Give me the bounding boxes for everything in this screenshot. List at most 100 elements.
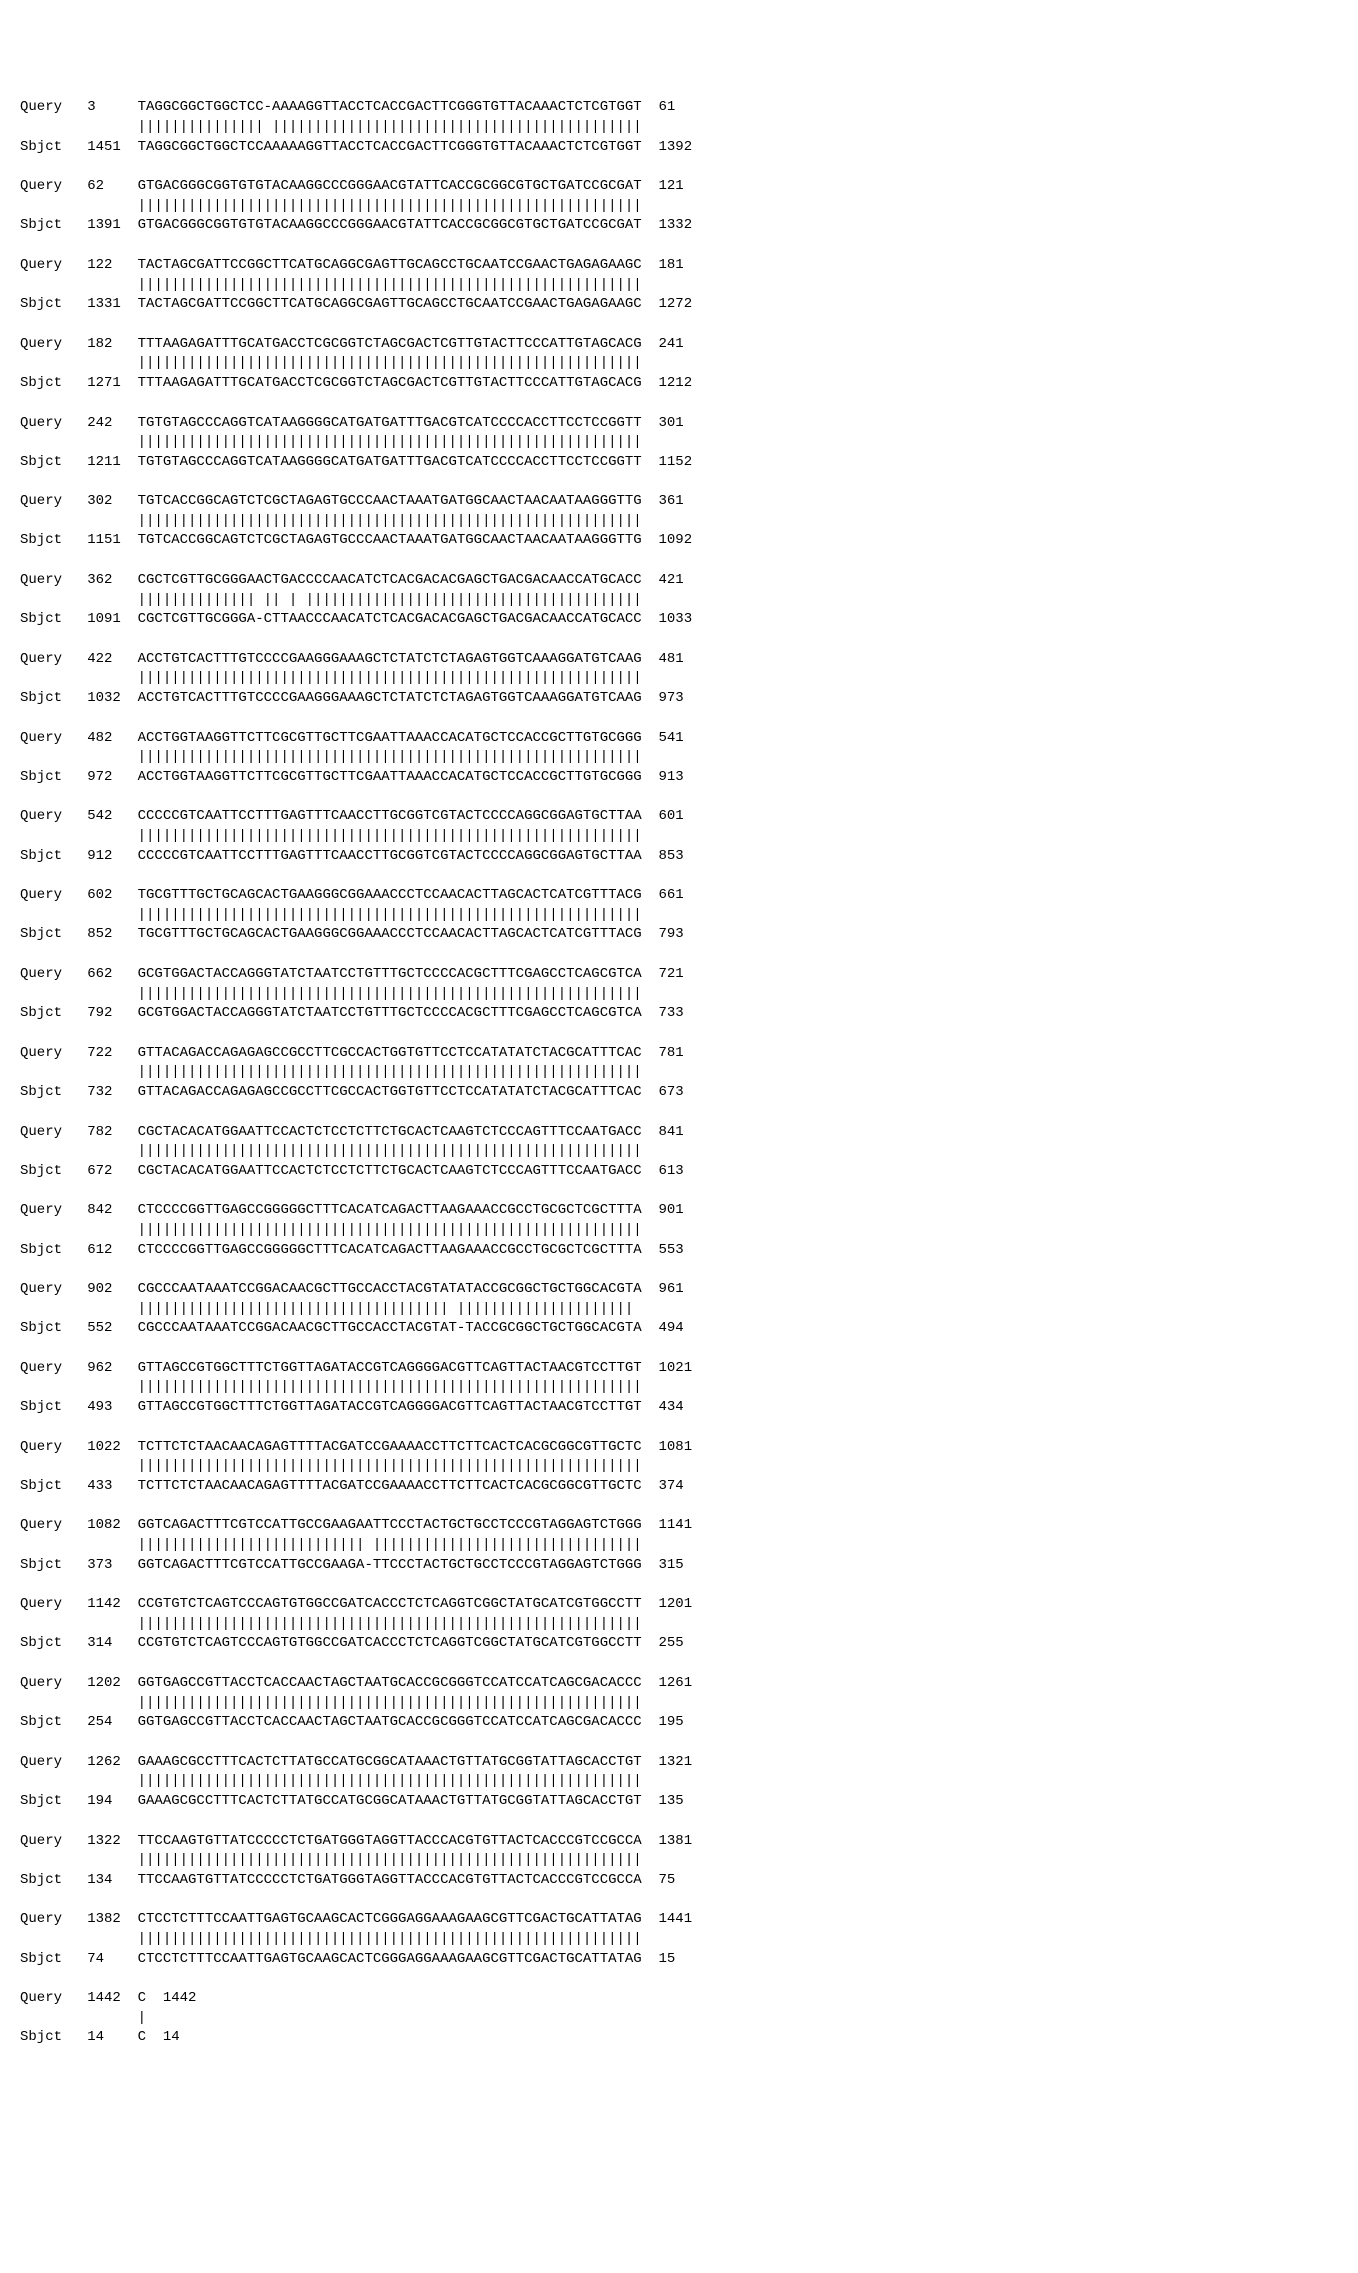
sbjct-row: Sbjct 314 CCGTGTCTCAGTCCCAGTGTGGCCGATCAC… [20,1634,1338,1654]
query-row: Query 302 TGTCACCGGCAGTCTCGCTAGAGTGCCCAA… [20,492,1338,512]
query-row: Query 662 GCGTGGACTACCAGGGTATCTAATCCTGTT… [20,965,1338,985]
sbjct-row: Sbjct 1271 TTTAAGAGATTTGCATGACCTCGCGGTCT… [20,374,1338,394]
sbjct-row: Sbjct 912 CCCCCGTCAATTCCTTTGAGTTTCAACCTT… [20,847,1338,867]
query-row: Query 542 CCCCCGTCAATTCCTTTGAGTTTCAACCTT… [20,807,1338,827]
match-row: ||||||||||||||||||||||||||||||||||||||||… [20,1930,1338,1950]
match-row: ||||||||||||||||||||||||||||||||||||||||… [20,276,1338,296]
match-row: ||||||||||||||||||||||||||||||||||||||||… [20,1694,1338,1714]
sbjct-row: Sbjct 14 C 14 [20,2028,1338,2048]
sbjct-row: Sbjct 852 TGCGTTTGCTGCAGCACTGAAGGGCGGAAA… [20,925,1338,945]
query-row: Query 722 GTTACAGACCAGAGAGCCGCCTTCGCCACT… [20,1044,1338,1064]
match-row: ||||||||||||||||||||||||||||||||||||||||… [20,1142,1338,1162]
sbjct-row: Sbjct 1391 GTGACGGGCGGTGTGTACAAGGCCCGGGA… [20,216,1338,236]
alignment-block: Query 1322 TTCCAAGTGTTATCCCCCTCTGATGGGTA… [20,1832,1338,1891]
sbjct-row: Sbjct 972 ACCTGGTAAGGTTCTTCGCGTTGCTTCGAA… [20,768,1338,788]
alignment-block: Query 1262 GAAAGCGCCTTTCACTCTTATGCCATGCG… [20,1753,1338,1812]
alignment-block: Query 662 GCGTGGACTACCAGGGTATCTAATCCTGTT… [20,965,1338,1024]
query-row: Query 482 ACCTGGTAAGGTTCTTCGCGTTGCTTCGAA… [20,729,1338,749]
sbjct-row: Sbjct 672 CGCTACACATGGAATTCCACTCTCCTCTTC… [20,1162,1338,1182]
sbjct-row: Sbjct 1451 TAGGCGGCTGGCTCCAAAAAGGTTACCTC… [20,138,1338,158]
sbjct-row: Sbjct 74 CTCCTCTTTCCAATTGAGTGCAAGCACTCGG… [20,1950,1338,1970]
sbjct-row: Sbjct 254 GGTGAGCCGTTACCTCACCAACTAGCTAAT… [20,1713,1338,1733]
query-row: Query 3 TAGGCGGCTGGCTCC-AAAAGGTTACCTCACC… [20,98,1338,118]
sbjct-row: Sbjct 1091 CGCTCGTTGCGGGA-CTTAACCCAACATC… [20,610,1338,630]
blast-alignment: Query 3 TAGGCGGCTGGCTCC-AAAAGGTTACCTCACC… [20,98,1338,2048]
query-row: Query 1202 GGTGAGCCGTTACCTCACCAACTAGCTAA… [20,1674,1338,1694]
sbjct-row: Sbjct 433 TCTTCTCTAACAACAGAGTTTTACGATCCG… [20,1477,1338,1497]
query-row: Query 902 CGCCCAATAAATCCGGACAACGCTTGCCAC… [20,1280,1338,1300]
match-row: ||||||||||||||||||||||||||||||||||||||||… [20,1457,1338,1477]
query-row: Query 242 TGTGTAGCCCAGGTCATAAGGGGCATGATG… [20,414,1338,434]
alignment-block: Query 62 GTGACGGGCGGTGTGTACAAGGCCCGGGAAC… [20,177,1338,236]
match-row: ||||||||||||||||||||||||||||||||||||||||… [20,669,1338,689]
match-row: ||||||||||||||||||||||||||||||||||||||||… [20,433,1338,453]
match-row: ||||||||||||||||||||||||||| ||||||||||||… [20,1536,1338,1556]
alignment-block: Query 602 TGCGTTTGCTGCAGCACTGAAGGGCGGAAA… [20,886,1338,945]
sbjct-row: Sbjct 194 GAAAGCGCCTTTCACTCTTATGCCATGCGG… [20,1792,1338,1812]
match-row: ||||||||||||||||||||||||||||||||||||||||… [20,354,1338,374]
sbjct-row: Sbjct 732 GTTACAGACCAGAGAGCCGCCTTCGCCACT… [20,1083,1338,1103]
alignment-block: Query 122 TACTAGCGATTCCGGCTTCATGCAGGCGAG… [20,256,1338,315]
alignment-block: Query 302 TGTCACCGGCAGTCTCGCTAGAGTGCCCAA… [20,492,1338,551]
sbjct-row: Sbjct 1211 TGTGTAGCCCAGGTCATAAGGGGCATGAT… [20,453,1338,473]
match-row: |||||||||||||| || | ||||||||||||||||||||… [20,591,1338,611]
query-row: Query 602 TGCGTTTGCTGCAGCACTGAAGGGCGGAAA… [20,886,1338,906]
match-row: ||||||||||||||| ||||||||||||||||||||||||… [20,118,1338,138]
alignment-block: Query 722 GTTACAGACCAGAGAGCCGCCTTCGCCACT… [20,1044,1338,1103]
alignment-block: Query 1022 TCTTCTCTAACAACAGAGTTTTACGATCC… [20,1438,1338,1497]
query-row: Query 1022 TCTTCTCTAACAACAGAGTTTTACGATCC… [20,1438,1338,1458]
match-row: ||||||||||||||||||||||||||||||||||||||||… [20,906,1338,926]
sbjct-row: Sbjct 1151 TGTCACCGGCAGTCTCGCTAGAGTGCCCA… [20,531,1338,551]
match-row: ||||||||||||||||||||||||||||||||||||||||… [20,1615,1338,1635]
match-row: ||||||||||||||||||||||||||||||||||||||||… [20,1851,1338,1871]
match-row: ||||||||||||||||||||||||||||||||||||||||… [20,197,1338,217]
match-row: ||||||||||||||||||||||||||||||||||||||||… [20,1221,1338,1241]
query-row: Query 1382 CTCCTCTTTCCAATTGAGTGCAAGCACTC… [20,1910,1338,1930]
sbjct-row: Sbjct 134 TTCCAAGTGTTATCCCCCTCTGATGGGTAG… [20,1871,1338,1891]
query-row: Query 842 CTCCCCGGTTGAGCCGGGGGCTTTCACATC… [20,1201,1338,1221]
match-row: | [20,2009,1338,2029]
query-row: Query 1442 C 1442 [20,1989,1338,2009]
alignment-block: Query 1382 CTCCTCTTTCCAATTGAGTGCAAGCACTC… [20,1910,1338,1969]
sbjct-row: Sbjct 612 CTCCCCGGTTGAGCCGGGGGCTTTCACATC… [20,1241,1338,1261]
sbjct-row: Sbjct 373 GGTCAGACTTTCGTCCATTGCCGAAGA-TT… [20,1556,1338,1576]
query-row: Query 782 CGCTACACATGGAATTCCACTCTCCTCTTC… [20,1123,1338,1143]
alignment-block: Query 242 TGTGTAGCCCAGGTCATAAGGGGCATGATG… [20,414,1338,473]
alignment-block: Query 422 ACCTGTCACTTTGTCCCCGAAGGGAAAGCT… [20,650,1338,709]
sbjct-row: Sbjct 493 GTTAGCCGTGGCTTTCTGGTTAGATACCGT… [20,1398,1338,1418]
alignment-block: Query 482 ACCTGGTAAGGTTCTTCGCGTTGCTTCGAA… [20,729,1338,788]
query-row: Query 62 GTGACGGGCGGTGTGTACAAGGCCCGGGAAC… [20,177,1338,197]
query-row: Query 422 ACCTGTCACTTTGTCCCCGAAGGGAAAGCT… [20,650,1338,670]
query-row: Query 1142 CCGTGTCTCAGTCCCAGTGTGGCCGATCA… [20,1595,1338,1615]
alignment-block: Query 3 TAGGCGGCTGGCTCC-AAAAGGTTACCTCACC… [20,98,1338,157]
alignment-block: Query 902 CGCCCAATAAATCCGGACAACGCTTGCCAC… [20,1280,1338,1339]
match-row: ||||||||||||||||||||||||||||||||||||| ||… [20,1300,1338,1320]
query-row: Query 362 CGCTCGTTGCGGGAACTGACCCCAACATCT… [20,571,1338,591]
query-row: Query 1262 GAAAGCGCCTTTCACTCTTATGCCATGCG… [20,1753,1338,1773]
alignment-block: Query 782 CGCTACACATGGAATTCCACTCTCCTCTTC… [20,1123,1338,1182]
alignment-block: Query 182 TTTAAGAGATTTGCATGACCTCGCGGTCTA… [20,335,1338,394]
query-row: Query 962 GTTAGCCGTGGCTTTCTGGTTAGATACCGT… [20,1359,1338,1379]
alignment-block: Query 1442 C 1442 |Sbjct 14 C 14 [20,1989,1338,2048]
alignment-block: Query 542 CCCCCGTCAATTCCTTTGAGTTTCAACCTT… [20,807,1338,866]
match-row: ||||||||||||||||||||||||||||||||||||||||… [20,748,1338,768]
alignment-block: Query 1082 GGTCAGACTTTCGTCCATTGCCGAAGAAT… [20,1516,1338,1575]
alignment-block: Query 1202 GGTGAGCCGTTACCTCACCAACTAGCTAA… [20,1674,1338,1733]
sbjct-row: Sbjct 552 CGCCCAATAAATCCGGACAACGCTTGCCAC… [20,1319,1338,1339]
query-row: Query 182 TTTAAGAGATTTGCATGACCTCGCGGTCTA… [20,335,1338,355]
query-row: Query 1082 GGTCAGACTTTCGTCCATTGCCGAAGAAT… [20,1516,1338,1536]
match-row: ||||||||||||||||||||||||||||||||||||||||… [20,985,1338,1005]
alignment-block: Query 362 CGCTCGTTGCGGGAACTGACCCCAACATCT… [20,571,1338,630]
alignment-block: Query 1142 CCGTGTCTCAGTCCCAGTGTGGCCGATCA… [20,1595,1338,1654]
sbjct-row: Sbjct 1331 TACTAGCGATTCCGGCTTCATGCAGGCGA… [20,295,1338,315]
match-row: ||||||||||||||||||||||||||||||||||||||||… [20,827,1338,847]
match-row: ||||||||||||||||||||||||||||||||||||||||… [20,1378,1338,1398]
alignment-block: Query 842 CTCCCCGGTTGAGCCGGGGGCTTTCACATC… [20,1201,1338,1260]
sbjct-row: Sbjct 792 GCGTGGACTACCAGGGTATCTAATCCTGTT… [20,1004,1338,1024]
query-row: Query 122 TACTAGCGATTCCGGCTTCATGCAGGCGAG… [20,256,1338,276]
match-row: ||||||||||||||||||||||||||||||||||||||||… [20,1772,1338,1792]
query-row: Query 1322 TTCCAAGTGTTATCCCCCTCTGATGGGTA… [20,1832,1338,1852]
sbjct-row: Sbjct 1032 ACCTGTCACTTTGTCCCCGAAGGGAAAGC… [20,689,1338,709]
alignment-block: Query 962 GTTAGCCGTGGCTTTCTGGTTAGATACCGT… [20,1359,1338,1418]
match-row: ||||||||||||||||||||||||||||||||||||||||… [20,1063,1338,1083]
